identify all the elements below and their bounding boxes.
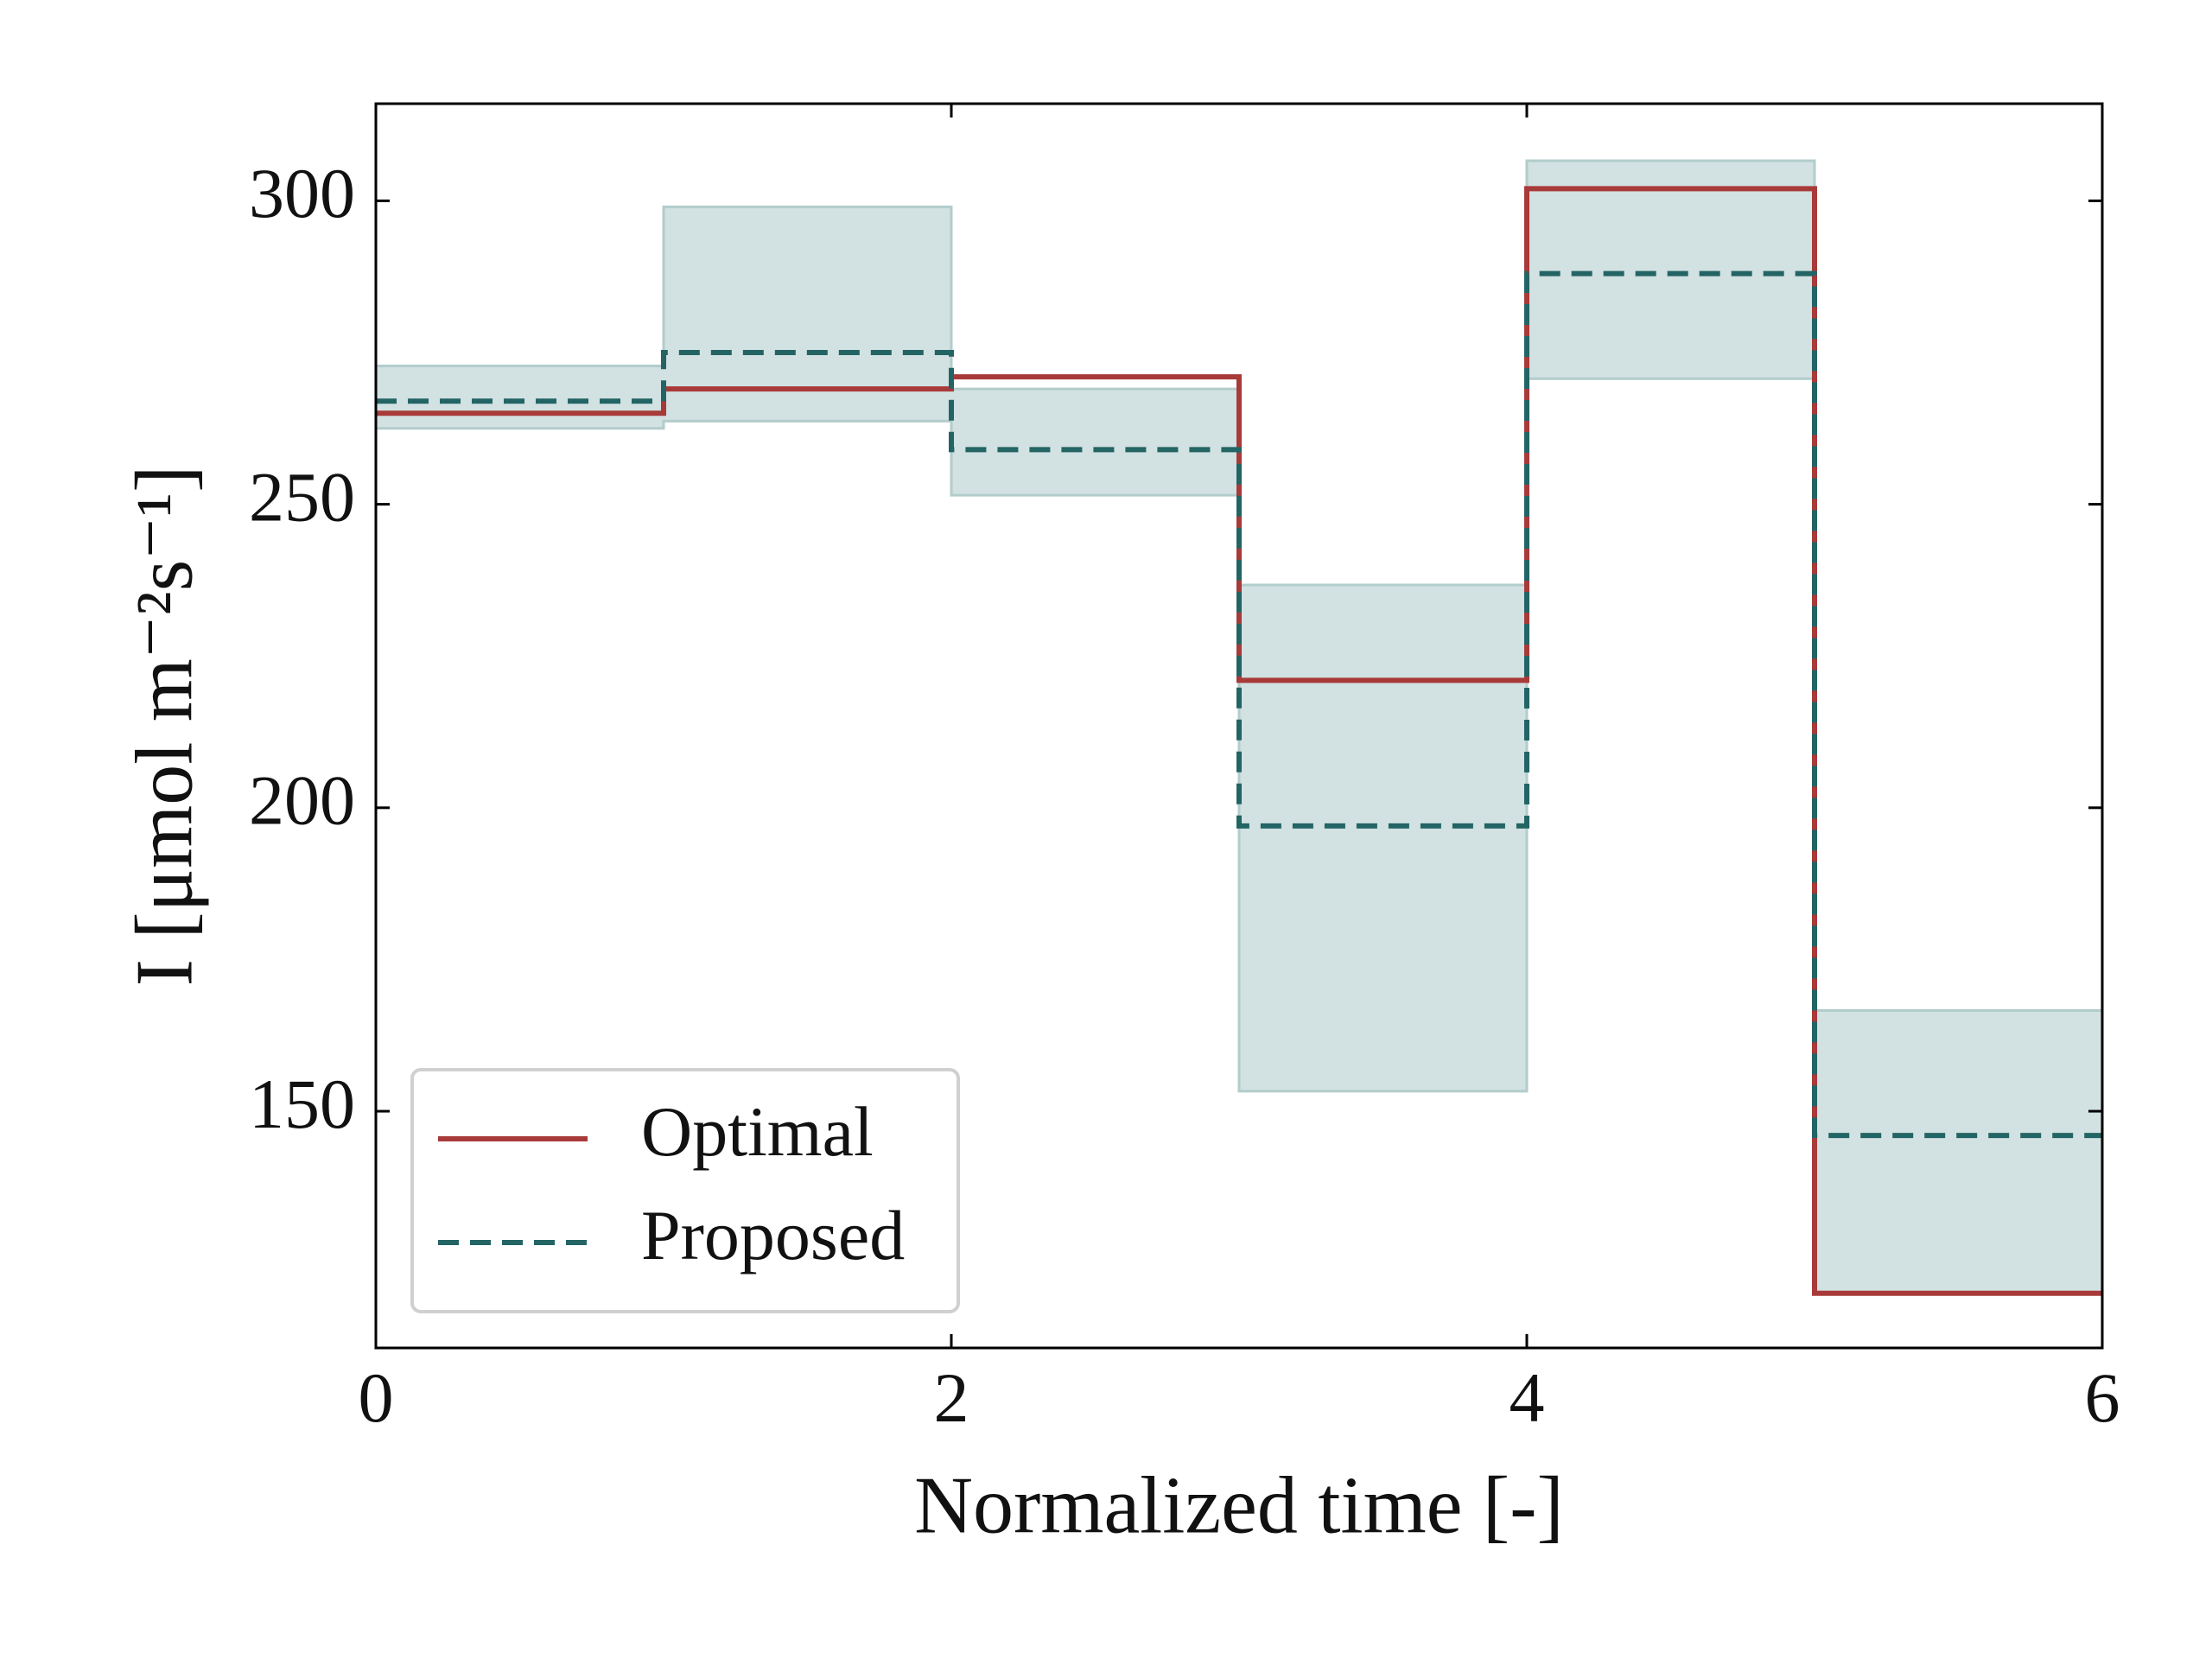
x-tick-label: 6 xyxy=(2085,1358,2120,1437)
y-axis-label: I [μmol m⁻²s⁻¹] xyxy=(120,466,210,987)
x-tick-label: 2 xyxy=(934,1358,969,1437)
y-tick-label: 150 xyxy=(249,1065,355,1143)
x-axis-label: Normalized time [-] xyxy=(914,1461,1564,1551)
step-line xyxy=(376,270,2102,1139)
x-tick-label: 0 xyxy=(359,1358,394,1437)
y-tick-label: 250 xyxy=(249,457,355,536)
x-tick-label: 4 xyxy=(1510,1358,1545,1437)
y-tick-label: 200 xyxy=(249,761,355,840)
legend-box xyxy=(410,1068,960,1313)
y-tick-label: 300 xyxy=(249,154,355,232)
plot-frame xyxy=(374,102,2104,1350)
legend-label: Proposed xyxy=(641,1196,905,1274)
legend-label: Optimal xyxy=(641,1092,874,1171)
